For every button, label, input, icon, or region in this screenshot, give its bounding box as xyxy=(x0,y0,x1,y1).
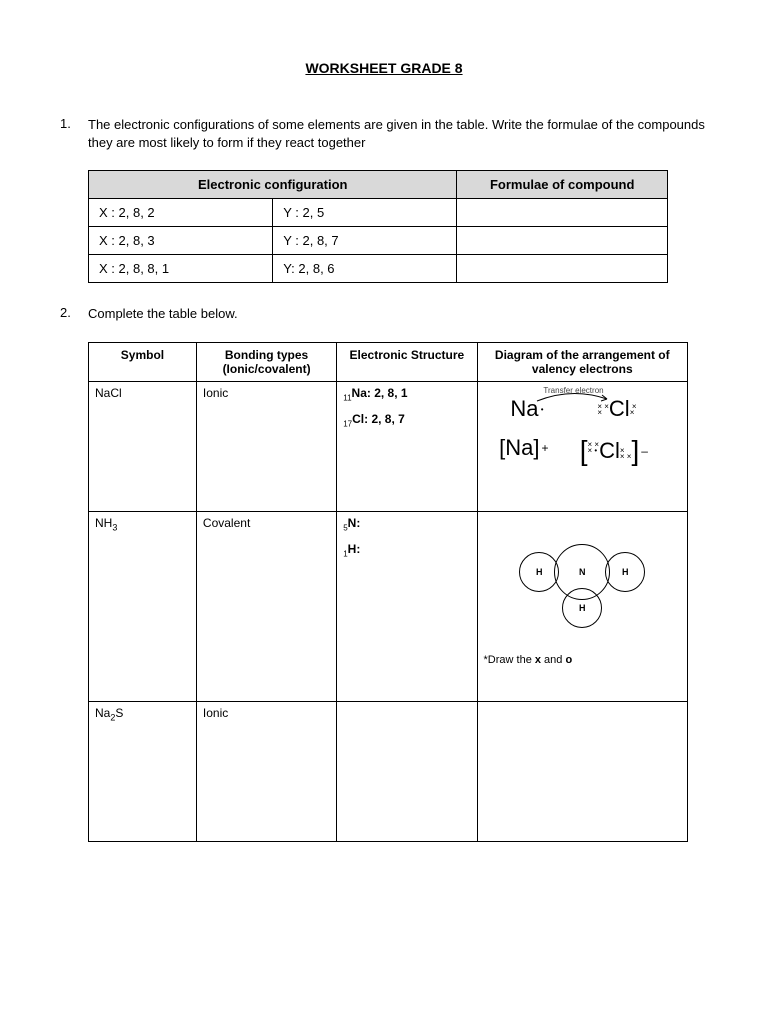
cell-diagram: N H H H *Draw the x and o xyxy=(477,511,687,701)
diagram-note: *Draw the x and o xyxy=(484,654,681,666)
cell-bonding: Ionic xyxy=(196,701,336,841)
q2-h-bonding: Bonding types (Ionic/covalent) xyxy=(196,342,336,381)
cell-symbol: NaCl xyxy=(89,381,197,511)
cell-symbol: NH3 xyxy=(89,511,197,701)
q1-header-formula: Formulae of compound xyxy=(457,171,668,199)
cell-y: Y: 2, 8, 6 xyxy=(273,255,457,283)
element-label: N: xyxy=(348,516,361,530)
cell-x: X : 2, 8, 8, 1 xyxy=(89,255,273,283)
cell-symbol: Na2S xyxy=(89,701,197,841)
cell-y: Y : 2, 5 xyxy=(273,199,457,227)
q1-header-config: Electronic configuration xyxy=(89,171,457,199)
transfer-arrow-icon xyxy=(532,387,612,405)
q2-table: Symbol Bonding types (Ionic/covalent) El… xyxy=(88,342,688,842)
q1-number: 1. xyxy=(60,116,88,152)
element-label: H: xyxy=(348,542,361,556)
nacl-diagram: Transfer electron Na • × ×× Cl ×× [Na]+ … xyxy=(484,386,664,467)
q2-h-structure: Electronic Structure xyxy=(337,342,477,381)
cell-bonding: Ionic xyxy=(196,381,336,511)
cell-structure xyxy=(337,701,477,841)
table-row: X : 2, 8, 2 Y : 2, 5 xyxy=(89,199,668,227)
question-2: 2. Complete the table below. xyxy=(60,305,708,323)
cell-formula xyxy=(457,255,668,283)
config-value: 2, 8, 1 xyxy=(371,386,408,400)
table-row: Na2S Ionic xyxy=(89,701,688,841)
cell-x: X : 2, 8, 2 xyxy=(89,199,273,227)
na-ion: [Na]+ xyxy=(499,435,548,461)
q2-h-symbol: Symbol xyxy=(89,342,197,381)
cell-diagram: Transfer electron Na • × ×× Cl ×× [Na]+ … xyxy=(477,381,687,511)
element-label: Cl: xyxy=(352,412,368,426)
element-label: Na: xyxy=(352,386,371,400)
config-value: 2, 8, 7 xyxy=(368,412,405,426)
h-circle: H xyxy=(562,588,602,628)
cell-diagram xyxy=(477,701,687,841)
cell-formula xyxy=(457,199,668,227)
table-row: NH3 Covalent 5N: 1H: N H H H *Draw the x… xyxy=(89,511,688,701)
h-circle: H xyxy=(605,552,645,592)
nh3-diagram: N H H H xyxy=(497,526,667,646)
q1-table: Electronic configuration Formulae of com… xyxy=(88,170,668,283)
cell-formula xyxy=(457,227,668,255)
cell-structure: 11Na: 2, 8, 1 17Cl: 2, 8, 7 xyxy=(337,381,477,511)
table-row: X : 2, 8, 8, 1 Y: 2, 8, 6 xyxy=(89,255,668,283)
q2-text: Complete the table below. xyxy=(88,305,708,323)
question-1: 1. The electronic configurations of some… xyxy=(60,116,708,152)
worksheet-page: WORKSHEET GRADE 8 1. The electronic conf… xyxy=(0,0,768,904)
page-title: WORKSHEET GRADE 8 xyxy=(60,60,708,76)
cell-x: X : 2, 8, 3 xyxy=(89,227,273,255)
q2-h-diagram: Diagram of the arrangement of valency el… xyxy=(477,342,687,381)
cell-structure: 5N: 1H: xyxy=(337,511,477,701)
cell-bonding: Covalent xyxy=(196,511,336,701)
cl-ion: [ × ×× • Cl ×× × ]– xyxy=(580,435,648,467)
q2-number: 2. xyxy=(60,305,88,323)
table-row: NaCl Ionic 11Na: 2, 8, 1 17Cl: 2, 8, 7 T… xyxy=(89,381,688,511)
atomic-number: 17 xyxy=(343,419,352,428)
h-circle: H xyxy=(519,552,559,592)
q1-text: The electronic configurations of some el… xyxy=(88,116,708,152)
table-row: X : 2, 8, 3 Y : 2, 8, 7 xyxy=(89,227,668,255)
atomic-number: 11 xyxy=(343,393,351,402)
cell-y: Y : 2, 8, 7 xyxy=(273,227,457,255)
